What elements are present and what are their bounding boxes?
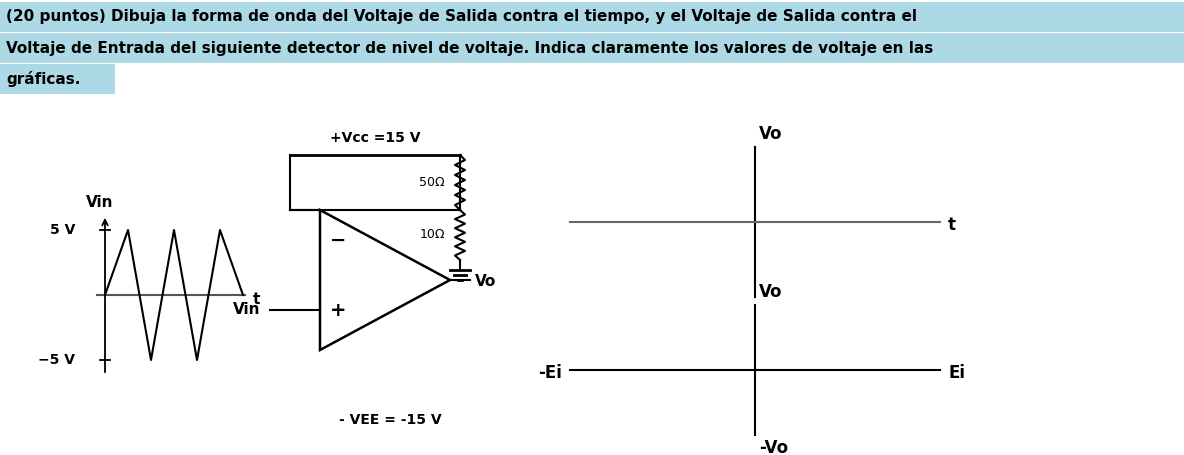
Text: Vo: Vo	[759, 283, 783, 301]
Text: 50Ω: 50Ω	[419, 176, 445, 189]
Bar	[0, 64, 115, 94]
Text: -Vo: -Vo	[759, 439, 789, 455]
Text: (20 puntos) Dibuja la forma de onda del Voltaje de Salida contra el tiempo, y el: (20 puntos) Dibuja la forma de onda del …	[6, 10, 916, 25]
Text: Vin: Vin	[86, 195, 114, 210]
Text: −: −	[330, 231, 346, 249]
Text: 10Ω: 10Ω	[419, 228, 445, 242]
Bar	[0, 2, 1184, 32]
Text: - VEE = -15 V: - VEE = -15 V	[339, 413, 442, 427]
Text: -Ei: -Ei	[538, 364, 562, 382]
Bar	[0, 33, 1184, 63]
Text: t: t	[253, 292, 260, 307]
Text: 5 V: 5 V	[50, 223, 75, 237]
Text: Ei: Ei	[948, 364, 965, 382]
Text: t: t	[948, 216, 955, 234]
Text: gráficas.: gráficas.	[6, 71, 81, 87]
Text: −5 V: −5 V	[38, 353, 75, 367]
Text: Vo: Vo	[759, 125, 783, 143]
Text: Vo: Vo	[475, 274, 496, 289]
Text: Vin: Vin	[232, 303, 260, 318]
Text: +: +	[330, 300, 346, 319]
Text: Voltaje de Entrada del siguiente detector de nivel de voltaje. Indica claramente: Voltaje de Entrada del siguiente detecto…	[6, 40, 933, 56]
Text: +Vcc =15 V: +Vcc =15 V	[330, 131, 420, 145]
